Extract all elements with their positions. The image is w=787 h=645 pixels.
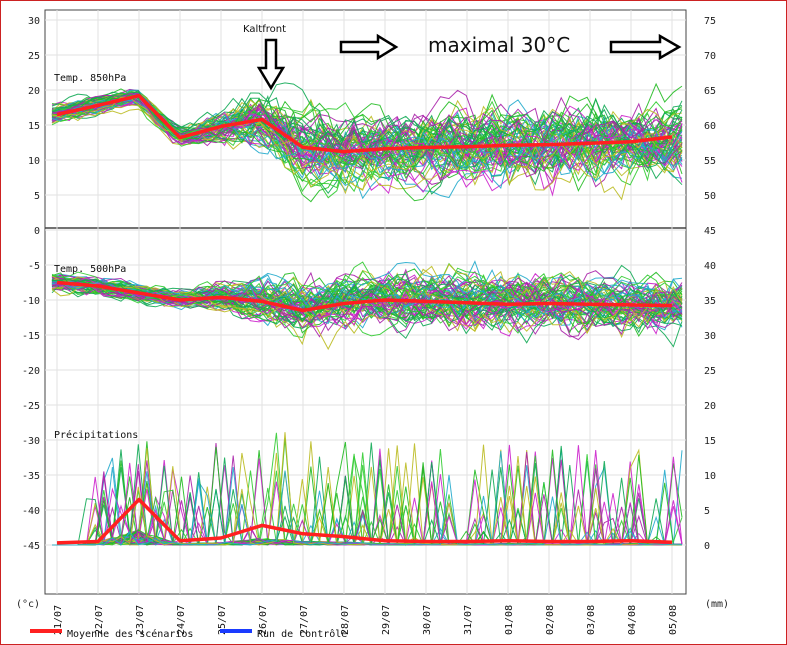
y-right-tick: 35 xyxy=(704,296,716,307)
y-left-tick: -35 xyxy=(22,471,40,482)
y-right-tick: 20 xyxy=(704,401,716,412)
mean-line-850hpa xyxy=(56,93,673,154)
y-left-tick: -25 xyxy=(22,401,40,412)
right-arrow-icon-1 xyxy=(339,33,399,61)
ensemble-member-line xyxy=(52,470,683,546)
mean-line-precip xyxy=(56,497,673,545)
x-date-label: 02/08 xyxy=(545,605,556,635)
x-date-label: 22/07 xyxy=(94,605,105,635)
y-right-tick: 40 xyxy=(704,261,716,272)
y-left-tick: -40 xyxy=(22,506,40,517)
y-right-tick: 45 xyxy=(704,226,716,237)
x-axis-dates: 21/07 22/07 23/07 24/07 25/07 26/07 27/07 28/07… xyxy=(53,605,679,635)
kaltfront-arrow-icon xyxy=(256,38,286,91)
panel-label-500: Temp. 500hPa xyxy=(54,264,126,275)
ensemble-member-line xyxy=(51,283,683,332)
y-left-tick: -10 xyxy=(22,296,40,307)
y-left-unit: (°c) xyxy=(16,599,40,610)
y-right-tick: 50 xyxy=(704,191,716,202)
y-left-tick: 30 xyxy=(28,16,40,27)
y-right-unit: (mm) xyxy=(705,599,729,610)
y-right-tick: 10 xyxy=(704,471,716,482)
ensemble-member-line xyxy=(51,261,683,312)
ensemble-member-line xyxy=(51,273,683,327)
mean-line-500hpa xyxy=(56,280,673,313)
legend-label-mean: Moyenne des scénarios xyxy=(67,628,193,640)
y-right-tick: 25 xyxy=(704,366,716,377)
y-right-tick: 55 xyxy=(704,156,716,167)
y-right-tick: 15 xyxy=(704,436,716,447)
legend-label-control: Run de contrôle xyxy=(257,628,347,640)
mean-series xyxy=(56,93,673,545)
x-date-label: 27/07 xyxy=(299,605,310,635)
x-date-label: 25/07 xyxy=(217,605,228,635)
y-right-tick: 65 xyxy=(704,86,716,97)
y-left-tick: 15 xyxy=(28,121,40,132)
y-right-tick: 0 xyxy=(704,541,710,552)
x-date-label: 24/07 xyxy=(176,605,187,635)
y-left-tick: -20 xyxy=(22,366,40,377)
ensemble-member-line xyxy=(51,272,683,315)
y-left-tick: 5 xyxy=(34,191,40,202)
y-left-tick: -5 xyxy=(28,261,40,272)
kaltfront-label: Kaltfront xyxy=(243,24,286,35)
x-date-label: 01/08 xyxy=(504,605,515,635)
y-left-tick: -45 xyxy=(22,541,40,552)
y-right-tick: 60 xyxy=(704,121,716,132)
maximal-annotation: maximal 30°C xyxy=(428,33,570,57)
panel-label-850: Temp. 850hPa xyxy=(54,73,126,84)
y-left-tick: -30 xyxy=(22,436,40,447)
y-left-tick: 20 xyxy=(28,86,40,97)
x-date-label: 04/08 xyxy=(627,605,638,635)
right-arrow-icon-2 xyxy=(609,33,682,61)
panel-label-precip: Précipitations xyxy=(54,429,138,441)
y-left-tick: 0 xyxy=(34,226,40,237)
y-right-tick: 70 xyxy=(704,51,716,62)
y-right-tick: 30 xyxy=(704,331,716,342)
ensemble-member-line xyxy=(51,279,683,325)
ensemble-member-line xyxy=(51,107,683,201)
ensemble-member-line xyxy=(51,94,683,182)
x-date-label: 05/08 xyxy=(668,605,679,635)
axis-ticks: 302520151050-5-10-15-20-25-30-35-40-4575… xyxy=(22,16,716,552)
y-left-tick: 10 xyxy=(28,156,40,167)
x-date-label: 30/07 xyxy=(422,605,433,635)
x-date-label: 31/07 xyxy=(463,605,474,635)
x-date-label: 23/07 xyxy=(135,605,146,635)
x-date-label: 03/08 xyxy=(586,605,597,635)
x-date-label: 29/07 xyxy=(381,605,392,635)
ensemble-member-line xyxy=(51,96,683,195)
ensemble-member-line xyxy=(51,95,683,180)
x-date-label: 26/07 xyxy=(258,605,269,635)
y-left-tick: 25 xyxy=(28,51,40,62)
y-left-tick: -15 xyxy=(22,331,40,342)
y-right-tick: 5 xyxy=(704,506,710,517)
x-date-label: 21/07 xyxy=(53,605,64,635)
x-date-label: 28/07 xyxy=(340,605,351,635)
y-right-tick: 75 xyxy=(704,16,716,27)
